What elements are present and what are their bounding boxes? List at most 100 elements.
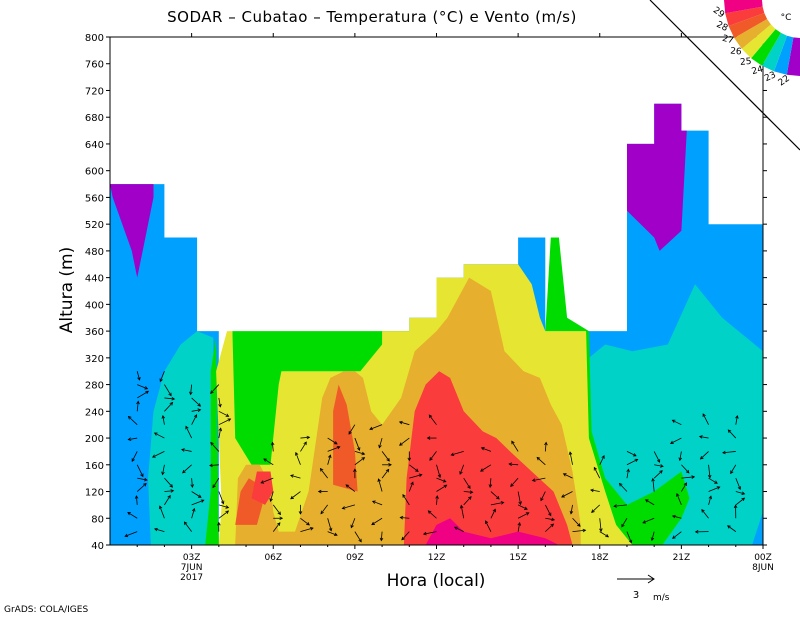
wind-arrow: [517, 504, 528, 510]
wind-arrow: [164, 495, 171, 506]
wind-arrow: [672, 419, 682, 426]
wind-arrow: [699, 436, 709, 439]
colorbar-swatch: [724, 0, 763, 14]
wind-arrow-head: [650, 537, 655, 542]
wind-arrow: [191, 414, 197, 425]
wind-arrow: [369, 424, 383, 430]
wind-arrow-head: [345, 484, 350, 488]
wind-arrow-head: [137, 376, 141, 381]
wind-arrow: [708, 486, 720, 492]
wind-arrow: [191, 499, 204, 506]
wind-arrow-head: [716, 486, 721, 490]
colorbar-level-label: 29: [711, 6, 726, 21]
y-tick-label: 360: [85, 327, 104, 338]
colorbar-swatch: [734, 19, 771, 49]
wind-arrow: [570, 504, 573, 514]
wind-arrow: [593, 467, 601, 479]
wind-arrow-head: [200, 499, 205, 503]
chart-title: SODAR – Cubatao – Temperatura (°C) e Ven…: [167, 8, 577, 26]
wind-arrow: [423, 531, 437, 535]
wind-arrow-head: [353, 468, 357, 472]
wind-arrow-head: [171, 396, 176, 401]
wind-arrow: [626, 458, 638, 466]
wind-arrow: [372, 500, 383, 506]
wind-arrow-head: [685, 469, 690, 474]
wind-arrow: [485, 520, 492, 532]
wind-arrow: [480, 464, 492, 472]
x-tick-date: 7JUN: [181, 563, 203, 573]
wind-arrow-head: [437, 474, 442, 479]
wind-arrow: [210, 442, 220, 452]
wind-arrow: [164, 397, 175, 400]
wind-arrow: [536, 457, 546, 466]
wind-arrow-head: [210, 390, 214, 394]
wind-arrow-head: [169, 484, 174, 488]
wind-arrow-head: [161, 471, 165, 476]
wind-arrow-head: [428, 414, 433, 419]
wind-arrow-head: [350, 524, 354, 529]
wind-arrow-head: [143, 482, 147, 487]
wind-arrow-head: [488, 484, 493, 488]
wind-arrow-head: [209, 463, 213, 468]
colorbar-swatch: [741, 24, 776, 59]
wind-arrow: [429, 451, 437, 461]
wind-arrow: [136, 495, 138, 505]
wind-arrow: [218, 491, 224, 504]
wind-arrow: [218, 418, 231, 426]
x-tick-year: 2017: [180, 573, 203, 583]
wind-arrow-head: [632, 453, 637, 457]
wind-arrow-head: [582, 528, 587, 533]
band-22-right: [627, 103, 687, 251]
wind-arrow-head: [671, 514, 676, 519]
wind-arrow: [272, 522, 281, 532]
wind-arrow-head: [153, 432, 158, 436]
wind-arrow-head: [270, 441, 275, 446]
x-axis-label: Hora (local): [387, 571, 486, 591]
wind-arrow-head: [298, 511, 303, 515]
x-tick-label: 00Z: [754, 553, 772, 563]
wind-arrow-head: [145, 390, 150, 395]
wind-arrow-head: [453, 526, 458, 530]
wind-arrow: [428, 414, 437, 425]
wind-arrow-head: [168, 392, 172, 397]
wind-arrow: [701, 509, 709, 519]
wind-arrow-head: [562, 473, 567, 477]
x-tick-date: 8JUN: [752, 563, 774, 573]
wind-arrow-head: [407, 457, 412, 462]
wind-arrow: [463, 477, 471, 489]
wind-arrow-head: [388, 463, 392, 467]
wind-arrow: [354, 457, 365, 466]
wind-arrow: [735, 497, 745, 506]
wind-arrow-head: [377, 478, 381, 483]
wind-arrow: [619, 483, 628, 492]
colorbar-swatch: [728, 13, 768, 38]
wind-arrow-head: [496, 495, 500, 500]
x-tick-label: 09Z: [346, 553, 364, 563]
wind-arrow-head: [517, 521, 522, 526]
x-tick-label: 21Z: [673, 553, 691, 563]
wind-arrow-head: [714, 480, 718, 484]
wind-arrow: [621, 518, 628, 528]
wind-arrow: [190, 384, 193, 395]
wind-arrow-head: [191, 507, 196, 512]
wind-arrow: [642, 517, 655, 524]
wind-arrow: [218, 410, 229, 417]
wind-reference-unit: m/s: [653, 593, 670, 603]
wind-arrow-head: [644, 499, 649, 503]
wind-arrow: [164, 384, 172, 396]
wind-arrow: [459, 464, 465, 475]
wind-arrow: [409, 474, 422, 479]
wind-arrow-head: [399, 442, 403, 446]
wind-arrow-head: [568, 451, 573, 456]
wind-arrow: [137, 390, 149, 399]
wind-arrow: [354, 451, 365, 455]
wind-arrow-head: [426, 436, 431, 440]
wind-arrow-head: [158, 505, 163, 510]
wind-arrow-head: [402, 494, 406, 498]
wind-arrow: [136, 483, 147, 492]
colorbar-swatch: [774, 35, 794, 75]
wind-arrow: [300, 436, 310, 439]
wind-arrow: [124, 531, 138, 537]
wind-arrow: [561, 491, 573, 498]
